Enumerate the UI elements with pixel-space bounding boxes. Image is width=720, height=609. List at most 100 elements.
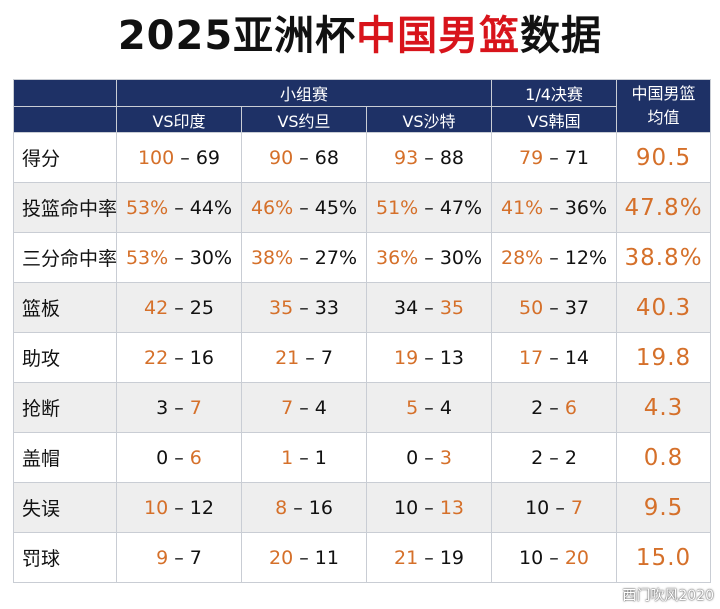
score-cell: 0 – 6: [116, 432, 242, 483]
dash-separator: –: [543, 546, 565, 569]
score-cell: 53% – 30%: [116, 232, 242, 283]
header-average: 中国男篮 均值: [616, 79, 712, 133]
score-cell: 20 – 11: [241, 532, 367, 583]
score-cell: 100 – 69: [116, 132, 242, 183]
dash-separator: –: [543, 396, 565, 419]
china-value: 7: [281, 396, 294, 419]
dash-separator: –: [293, 396, 315, 419]
header-group-stage: 小组赛: [115, 79, 493, 107]
score-cell: 46% – 45%: [241, 182, 367, 233]
opponent-value: 6: [564, 396, 577, 419]
score-cell: 21 – 7: [241, 332, 367, 383]
china-value: 10: [525, 496, 550, 519]
dash-separator: –: [293, 196, 315, 219]
dash-separator: –: [174, 146, 196, 169]
opponent-value: 16: [308, 496, 333, 519]
china-value: 20: [269, 546, 294, 569]
opponent-value: 14: [564, 346, 590, 369]
opponent-value: 11: [314, 546, 339, 569]
china-value: 21: [394, 546, 419, 569]
dash-separator: –: [418, 346, 440, 369]
header-opponent: VS沙特: [365, 106, 493, 133]
row-label: 盖帽: [13, 432, 117, 483]
score-cell: 7 – 4: [241, 382, 367, 433]
china-value: 35: [269, 296, 294, 319]
china-value: 100: [137, 146, 175, 169]
row-label: 助攻: [13, 332, 117, 383]
china-value: 21: [275, 346, 300, 369]
watermark: 西门吹风2020: [622, 588, 714, 604]
average-value: 40.3: [616, 282, 712, 333]
opponent-value: 3: [439, 446, 452, 469]
dash-separator: –: [418, 546, 440, 569]
dash-separator: –: [299, 346, 321, 369]
china-value: 3: [156, 396, 169, 419]
opponent-value: 7: [570, 496, 583, 519]
opponent-value: 27%: [314, 246, 358, 269]
dash-separator: –: [293, 296, 315, 319]
china-value: 90: [269, 146, 294, 169]
score-cell: 21 – 19: [365, 532, 493, 583]
opponent-value: 4: [439, 396, 452, 419]
row-label: 篮板: [13, 282, 117, 333]
opponent-value: 16: [189, 346, 214, 369]
title-part-year: 2025亚洲杯: [117, 13, 357, 59]
dash-separator: –: [418, 396, 440, 419]
china-value: 0: [156, 446, 169, 469]
table-row: 三分命中率 53% – 30% 38% – 27% 36% – 30% 28% – 12…: [13, 232, 712, 283]
opponent-value: 7: [189, 546, 202, 569]
china-value: 10: [394, 496, 419, 519]
opponent-value: 69: [195, 146, 221, 169]
average-value: 90.5: [616, 132, 712, 183]
dash-separator: –: [293, 146, 315, 169]
china-value: 0: [406, 446, 419, 469]
header-opponent: VS印度: [116, 106, 242, 133]
score-cell: 22 – 16: [116, 332, 242, 383]
score-cell: 5 – 4: [365, 382, 493, 433]
average-value: 38.8%: [616, 232, 712, 283]
opponent-value: 30%: [439, 246, 483, 269]
opponent-value: 20: [564, 546, 590, 569]
opponent-value: 45%: [314, 196, 358, 219]
dash-separator: –: [287, 496, 309, 519]
table-row: 罚球 9 – 7 20 – 11 21 – 19 10 – 20 15.0: [13, 532, 712, 583]
opponent-value: 35: [439, 296, 464, 319]
dash-separator: –: [549, 496, 571, 519]
dash-separator: –: [543, 146, 565, 169]
china-value: 42: [144, 296, 169, 319]
title-part-team: 中国男篮: [356, 13, 521, 59]
opponent-value: 2: [564, 446, 577, 469]
china-value: 10: [144, 496, 169, 519]
opponent-value: 47%: [439, 196, 483, 219]
dash-separator: –: [543, 296, 565, 319]
header-opponent: VS韩国: [491, 106, 618, 133]
dash-separator: –: [293, 246, 315, 269]
score-cell: 2 – 2: [491, 432, 618, 483]
opponent-value: 1: [314, 446, 327, 469]
china-value: 34: [394, 296, 419, 319]
table-row: 投篮命中率 53% – 44% 46% – 45% 51% – 47% 41% – 36…: [13, 182, 712, 233]
score-cell: 10 – 7: [491, 482, 618, 533]
row-label: 得分: [13, 132, 117, 183]
table-row: 篮板 42 – 25 35 – 33 34 – 35 50 – 37 40.3: [13, 282, 712, 333]
opponent-value: 37: [564, 296, 590, 319]
score-cell: 10 – 20: [491, 532, 618, 583]
dash-separator: –: [168, 296, 190, 319]
page-title: 2025亚洲杯中国男篮数据: [0, 10, 720, 62]
header-opponent: VS约旦: [241, 106, 367, 133]
dash-separator: –: [168, 346, 190, 369]
average-value: 15.0: [616, 532, 712, 583]
score-cell: 28% – 12%: [491, 232, 618, 283]
row-label: 三分命中率: [13, 232, 117, 283]
china-value: 5: [406, 396, 419, 419]
score-cell: 17 – 14: [491, 332, 618, 383]
china-value: 41%: [501, 196, 544, 219]
opponent-value: 88: [439, 146, 464, 169]
opponent-value: 36%: [564, 196, 608, 219]
dash-separator: –: [293, 446, 315, 469]
china-value: 28%: [501, 246, 544, 269]
opponent-value: 25: [189, 296, 214, 319]
score-cell: 90 – 68: [241, 132, 367, 183]
score-cell: 42 – 25: [116, 282, 242, 333]
